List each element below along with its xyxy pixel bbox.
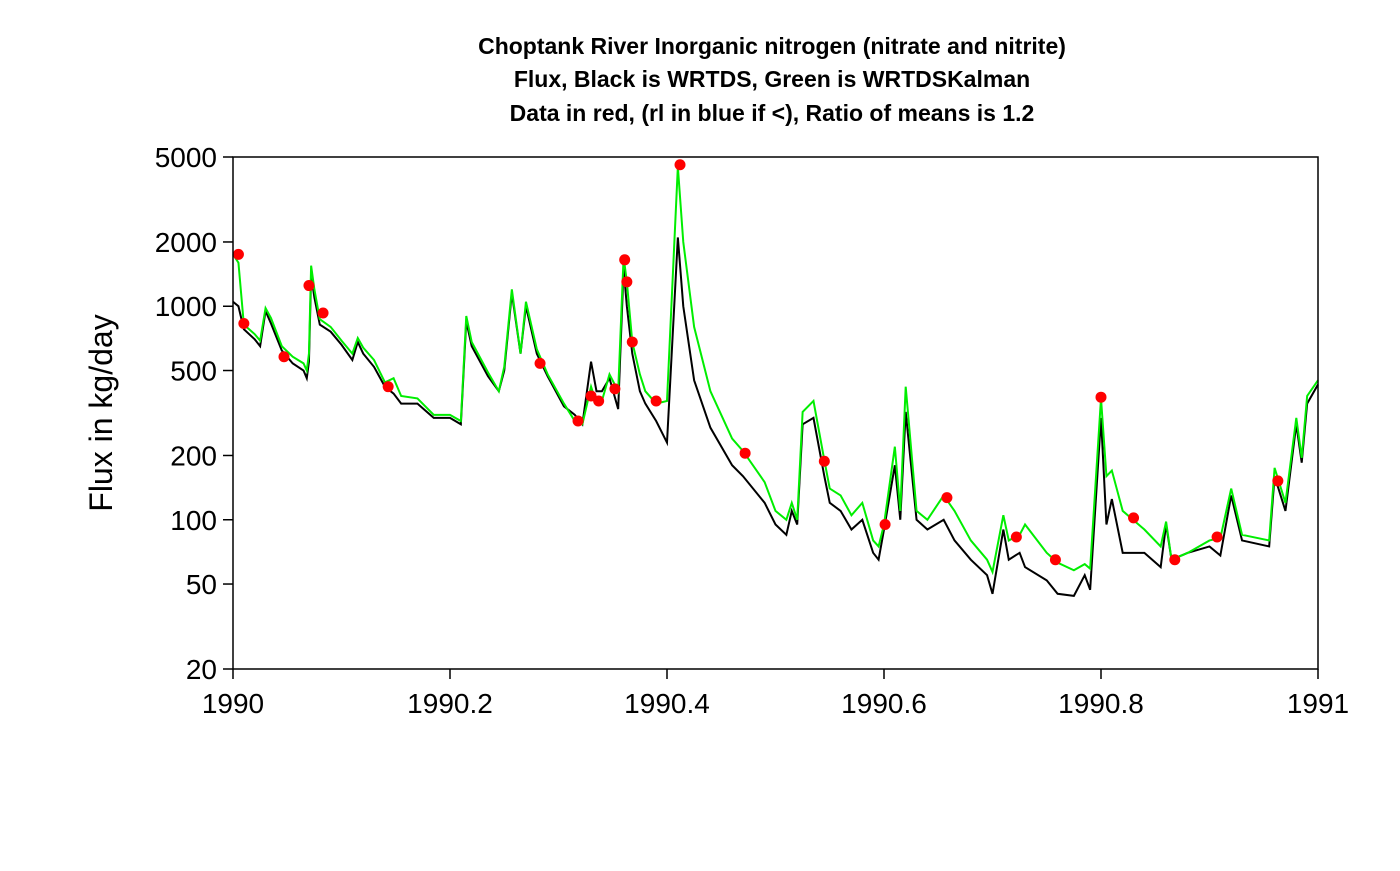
data-point — [1169, 554, 1181, 566]
plot-frame — [232, 156, 1319, 670]
data-point — [278, 351, 290, 363]
x-tick-label: 1991 — [1287, 688, 1349, 719]
chart-title: Flux, Black is WRTDS, Green is WRTDSKalm… — [514, 66, 1030, 92]
y-tick-label: 2000 — [155, 227, 217, 258]
chart-title: Choptank River Inorganic nitrogen (nitra… — [478, 33, 1066, 59]
y-tick-label: 500 — [170, 356, 217, 387]
data-point — [1010, 531, 1022, 543]
data-point — [739, 447, 751, 459]
data-point — [1049, 554, 1061, 566]
data-point — [1095, 391, 1107, 403]
chart-title: Data in red, (rl in blue if <), Ratio of… — [510, 100, 1035, 126]
data-point — [818, 455, 830, 467]
y-tick-label: 1000 — [155, 291, 217, 322]
y-tick-label: 20 — [186, 654, 217, 685]
data-line — [232, 237, 1319, 597]
data-point — [619, 254, 631, 266]
x-tick-label: 1990.2 — [407, 688, 493, 719]
data-point — [674, 159, 686, 171]
y-tick-label: 5000 — [155, 142, 217, 173]
data-point — [593, 395, 605, 407]
data-point — [1272, 475, 1284, 487]
x-tick-label: 1990 — [202, 688, 264, 719]
data-line — [232, 166, 1319, 576]
plot-area — [232, 159, 1319, 597]
data-point — [317, 307, 329, 319]
data-point — [232, 248, 244, 260]
x-tick-label: 1990.6 — [841, 688, 927, 719]
y-tick-label: 200 — [170, 440, 217, 471]
data-point — [1211, 531, 1223, 543]
y-tick-label: 100 — [170, 505, 217, 536]
x-tick-label: 1990.8 — [1058, 688, 1144, 719]
data-point — [650, 395, 662, 407]
data-point — [626, 336, 638, 348]
data-point — [534, 357, 546, 369]
data-point — [941, 492, 953, 504]
y-tick-label: 50 — [186, 569, 217, 600]
data-point — [1128, 512, 1140, 524]
data-point — [382, 381, 394, 393]
y-axis-label: Flux in kg/day — [83, 314, 119, 511]
data-point — [303, 280, 315, 292]
data-point — [572, 415, 584, 427]
data-point — [621, 276, 633, 288]
data-point — [609, 383, 621, 395]
data-point — [879, 519, 891, 531]
x-tick-label: 1990.4 — [624, 688, 710, 719]
data-point — [238, 318, 250, 330]
